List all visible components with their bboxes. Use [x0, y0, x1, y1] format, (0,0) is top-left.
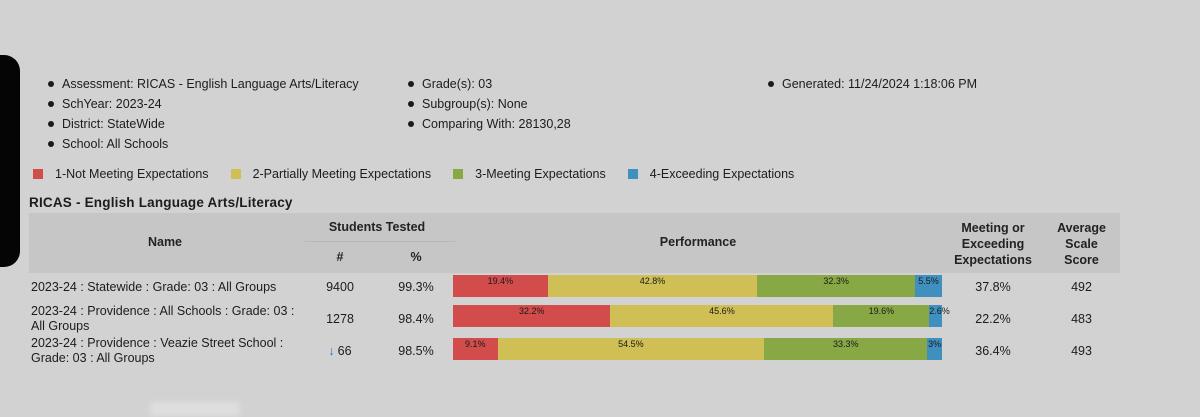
- header-avg-line: Scale: [1065, 237, 1098, 251]
- row-average-score: 492: [1071, 280, 1092, 294]
- table-row: 2023-24 : Providence : Veazie Street Sch…: [29, 336, 1120, 370]
- legend-swatch: [230, 169, 241, 179]
- school-info: School: All Schools: [48, 136, 359, 156]
- segment-not-meeting[interactable]: 9.1%: [453, 338, 498, 360]
- legend-item-meeting: 3-Meeting Expectations: [453, 167, 606, 181]
- header-avg-line: Score: [1064, 253, 1099, 267]
- grade-info: Grade(s): 03: [408, 76, 571, 96]
- segment-not-meeting[interactable]: 32.2%: [453, 305, 611, 327]
- row-count: 9400: [326, 280, 354, 294]
- subgroup-info: Subgroup(s): None: [408, 96, 571, 116]
- row-percent: 98.5%: [398, 344, 434, 358]
- header-meeting-line: Exceeding: [961, 237, 1025, 251]
- segment-partially-meeting[interactable]: 54.5%: [497, 338, 765, 360]
- table-row: 2023-24 : Statewide : Grade: 03 : All Gr…: [29, 275, 1120, 307]
- row-percent: 98.4%: [398, 312, 434, 326]
- segment-partially-meeting[interactable]: 42.8%: [547, 275, 758, 297]
- performance-bar: 19.4% 42.8% 32.3% 5.5%: [453, 275, 942, 297]
- row-meeting-exceeding: 37.8%: [975, 280, 1011, 294]
- performance-bar: 32.2% 45.6% 19.6% 2.6%: [453, 305, 950, 327]
- assessment-info: Assessment: RICAS - English Language Art…: [48, 76, 359, 96]
- row-name[interactable]: 2023-24 : Statewide : Grade: 03 : All Gr…: [31, 280, 277, 294]
- header-students-tested: Students Tested: [328, 220, 426, 234]
- header-avg-line: Average: [1057, 221, 1106, 235]
- legend-label: 3-Meeting Expectations: [475, 167, 606, 181]
- segment-meeting[interactable]: 33.3%: [764, 338, 928, 360]
- legend-item-not-meeting: 1-Not Meeting Expectations: [33, 167, 209, 181]
- header-divider: [305, 241, 455, 242]
- comparing-with-info: Comparing With: 28130,28: [408, 116, 571, 136]
- legend-label: 4-Exceeding Expectations: [649, 167, 795, 181]
- school-year-info: SchYear: 2023-24: [48, 96, 359, 116]
- row-name[interactable]: 2023-24 : Providence : All Schools : Gra…: [31, 304, 295, 333]
- segment-exceeding[interactable]: 2.6%: [929, 305, 950, 327]
- header-meeting-line: Meeting or: [961, 221, 1025, 235]
- legend-label: 2-Partially Meeting Expectations: [252, 167, 432, 181]
- header-percent[interactable]: %: [410, 250, 422, 264]
- segment-meeting[interactable]: 19.6%: [833, 305, 930, 327]
- report-info-column-2: Grade(s): 03 Subgroup(s): None Comparing…: [408, 76, 571, 136]
- blurred-region: [150, 402, 240, 416]
- row-meeting-exceeding: 22.2%: [975, 312, 1011, 326]
- legend-item-partially-meeting: 2-Partially Meeting Expectations: [230, 167, 432, 181]
- report-info-column-1: Assessment: RICAS - English Language Art…: [48, 76, 359, 156]
- row-meeting-exceeding: 36.4%: [975, 344, 1011, 358]
- table-row: 2023-24 : Providence : All Schools : Gra…: [29, 304, 1120, 337]
- legend-item-exceeding: 4-Exceeding Expectations: [627, 167, 795, 181]
- header-name[interactable]: Name: [147, 235, 183, 249]
- performance-legend: 1-Not Meeting Expectations 2-Partially M…: [33, 167, 816, 181]
- header-average-scale-score[interactable]: Average Scale Score: [1043, 220, 1120, 268]
- row-count: 66: [337, 344, 352, 358]
- row-percent: 99.3%: [398, 280, 434, 294]
- results-table: Name Students Tested # % Performance Mee…: [29, 213, 1120, 373]
- segment-partially-meeting[interactable]: 45.6%: [610, 305, 834, 327]
- legend-swatch: [453, 169, 464, 179]
- row-count: 1278: [326, 312, 354, 326]
- segment-exceeding[interactable]: 3%: [927, 338, 942, 360]
- header-performance: Performance: [659, 235, 737, 249]
- segment-meeting[interactable]: 32.3%: [757, 275, 916, 297]
- legend-swatch: [627, 169, 638, 179]
- legend-swatch: [33, 169, 43, 179]
- row-average-score: 493: [1071, 344, 1092, 358]
- section-title: RICAS - English Language Arts/Literacy: [29, 195, 293, 210]
- table-header: Name Students Tested # % Performance Mee…: [29, 213, 1120, 273]
- report-info-column-3: Generated: 11/24/2024 1:18:06 PM: [768, 76, 977, 96]
- row-count-cell: ↓ 66: [301, 344, 379, 359]
- legend-label: 1-Not Meeting Expectations: [55, 167, 209, 181]
- segment-exceeding[interactable]: 5.5%: [915, 275, 942, 297]
- segment-not-meeting[interactable]: 19.4%: [453, 275, 548, 297]
- header-meeting-line: Expectations: [954, 253, 1032, 267]
- header-count[interactable]: #: [336, 250, 344, 264]
- performance-bar: 9.1% 54.5% 33.3% 3%: [453, 338, 942, 360]
- row-average-score: 483: [1071, 312, 1092, 326]
- generated-info: Generated: 11/24/2024 1:18:06 PM: [768, 76, 977, 96]
- arrow-down-icon: ↓: [328, 344, 335, 358]
- header-meeting-exceeding[interactable]: Meeting or Exceeding Expectations: [943, 220, 1043, 268]
- district-info: District: StateWide: [48, 116, 359, 136]
- left-edge-bar: [0, 55, 20, 267]
- row-name[interactable]: 2023-24 : Providence : Veazie Street Sch…: [31, 336, 284, 365]
